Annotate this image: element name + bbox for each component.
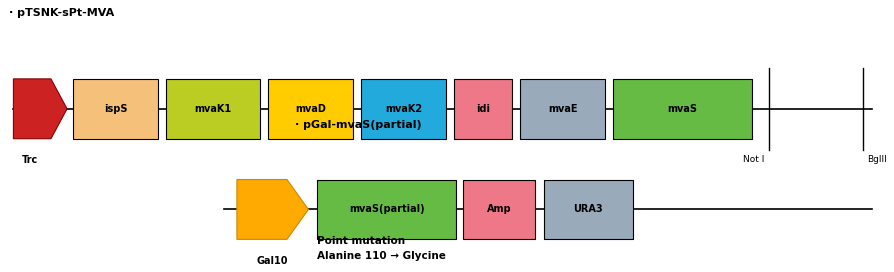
Text: mvaE: mvaE	[548, 104, 578, 114]
Polygon shape	[237, 180, 308, 239]
Text: idi: idi	[477, 104, 490, 114]
Text: Not I: Not I	[743, 155, 764, 164]
Text: Point mutation
Alanine 110 → Glycine: Point mutation Alanine 110 → Glycine	[317, 236, 446, 261]
FancyBboxPatch shape	[317, 180, 456, 239]
FancyBboxPatch shape	[361, 79, 446, 139]
FancyBboxPatch shape	[454, 79, 512, 139]
Text: Trc: Trc	[22, 155, 38, 165]
Text: mvaD: mvaD	[295, 104, 326, 114]
FancyBboxPatch shape	[544, 180, 633, 239]
Text: ispS: ispS	[104, 104, 128, 114]
Text: BglII: BglII	[867, 155, 887, 164]
FancyBboxPatch shape	[166, 79, 260, 139]
Text: URA3: URA3	[573, 205, 603, 214]
Text: · pGal-mvaS(partial): · pGal-mvaS(partial)	[295, 120, 422, 130]
FancyBboxPatch shape	[463, 180, 535, 239]
Text: mvaK1: mvaK1	[195, 104, 232, 114]
Text: mvaS: mvaS	[668, 104, 697, 114]
Text: · pTSNK-sPt-MVA: · pTSNK-sPt-MVA	[9, 8, 114, 18]
Polygon shape	[13, 79, 67, 139]
FancyBboxPatch shape	[613, 79, 752, 139]
FancyBboxPatch shape	[520, 79, 605, 139]
Text: mvaS(partial): mvaS(partial)	[349, 205, 425, 214]
FancyBboxPatch shape	[73, 79, 158, 139]
FancyBboxPatch shape	[268, 79, 353, 139]
Text: Amp: Amp	[486, 205, 511, 214]
Text: Gal10: Gal10	[257, 256, 289, 266]
Text: mvaK2: mvaK2	[385, 104, 422, 114]
